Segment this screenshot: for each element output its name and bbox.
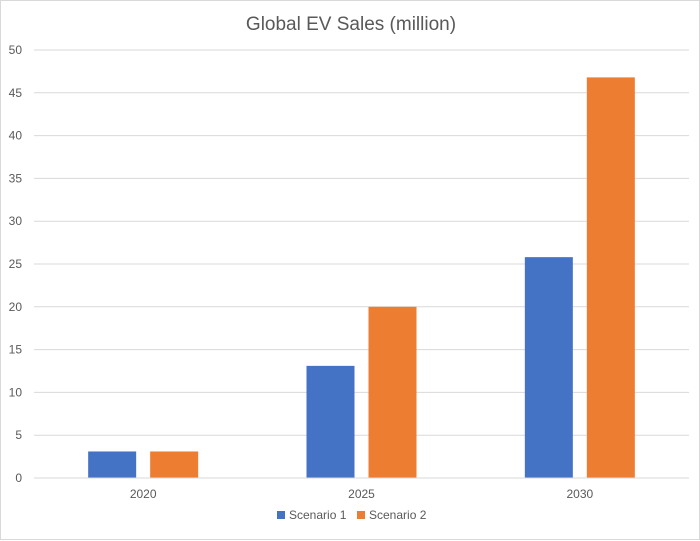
legend-item-scenario-1: Scenario 1: [277, 508, 347, 522]
bar-scenario-1-2025: [306, 365, 355, 478]
x-tick-label: 2030: [566, 487, 593, 501]
y-tick-label: 45: [9, 86, 23, 100]
bar-scenario-1-2030: [524, 257, 573, 478]
y-tick-label: 35: [9, 171, 23, 185]
x-axis-tick-labels: 2020 2025 2030: [130, 487, 594, 501]
x-tick-label: 2025: [348, 487, 375, 501]
y-tick-label: 0: [15, 471, 22, 485]
legend-label: Scenario 2: [369, 508, 427, 522]
legend: Scenario 1 Scenario 2: [277, 508, 427, 522]
y-tick-label: 5: [15, 428, 22, 442]
legend-label: Scenario 1: [289, 508, 347, 522]
y-axis-tick-labels: 0 5 10 15 20 25 30 35 40 45 50: [9, 43, 23, 485]
bar-scenario-2-2030: [586, 77, 635, 478]
bar-scenario-2-2025: [368, 306, 417, 478]
y-tick-label: 25: [9, 257, 23, 271]
legend-swatch: [277, 511, 285, 519]
y-tick-label: 50: [9, 43, 23, 57]
y-tick-label: 40: [9, 129, 23, 143]
legend-item-scenario-2: Scenario 2: [357, 508, 427, 522]
legend-swatch: [357, 511, 365, 519]
gridlines: [34, 49, 689, 436]
bars: [88, 77, 635, 478]
chart-title: Global EV Sales (million): [246, 14, 456, 35]
bar-scenario-1-2020: [88, 451, 137, 478]
y-tick-label: 20: [9, 300, 23, 314]
y-tick-label: 15: [9, 343, 23, 357]
y-tick-label: 10: [9, 385, 23, 399]
bar-scenario-2-2020: [150, 451, 199, 478]
y-tick-label: 30: [9, 214, 23, 228]
x-tick-label: 2020: [130, 487, 157, 501]
